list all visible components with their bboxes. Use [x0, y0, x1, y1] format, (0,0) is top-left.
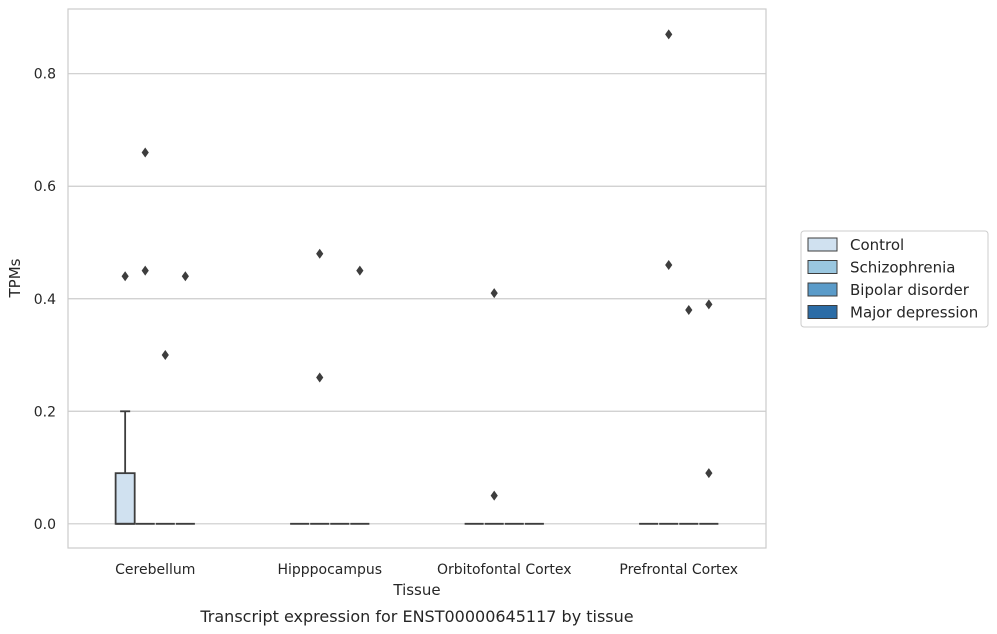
outlier-point	[490, 288, 498, 299]
legend-label: Bipolar disorder	[850, 281, 970, 299]
outlier-point	[356, 265, 364, 276]
legend-label: Control	[850, 236, 904, 254]
y-axis-title: TPMs	[6, 258, 24, 298]
outlier-point	[141, 147, 149, 158]
outlier-point	[665, 259, 673, 270]
outlier-point	[490, 490, 498, 501]
gridlines	[68, 73, 766, 525]
legend-swatch	[807, 282, 838, 297]
legend-label: Schizophrenia	[850, 259, 955, 277]
outlier-point	[665, 29, 673, 40]
boxes	[114, 410, 719, 525]
x-tick-label: Cerebellum	[115, 562, 195, 578]
outlier-point	[705, 468, 713, 479]
chart-caption: Transcript expression for ENST0000064511…	[199, 607, 633, 626]
outliers	[121, 29, 713, 501]
legend-swatch	[807, 237, 838, 252]
y-tick-label: 0.2	[34, 404, 56, 420]
x-axis-title: Tissue	[392, 581, 440, 599]
outlier-point	[316, 372, 324, 383]
outlier-point	[685, 305, 693, 316]
legend-swatch	[807, 260, 838, 274]
box-control	[114, 410, 136, 525]
y-tick-label: 0.0	[34, 517, 56, 533]
plot-frame	[67, 8, 767, 549]
x-tick-label: Hipppocampus	[277, 562, 382, 578]
x-tick-label: Orbitofontal Cortex	[437, 562, 572, 578]
x-tick-labels: Cerebellum Hipppocampus Orbitofontal Corte…	[115, 562, 738, 578]
outlier-point	[161, 350, 169, 361]
legend-swatch	[807, 305, 838, 319]
box-body	[114, 472, 136, 525]
y-tick-label: 0.4	[34, 292, 56, 308]
outlier-point	[705, 299, 713, 310]
y-tick-labels: 0.0 0.2 0.4 0.6 0.8	[34, 67, 56, 533]
outlier-point	[121, 271, 129, 282]
y-tick-label: 0.6	[34, 179, 56, 195]
outlier-point	[141, 265, 149, 276]
outlier-point	[316, 248, 324, 259]
outlier-point	[181, 271, 189, 282]
legend-frame	[800, 230, 989, 328]
x-tick-label: Prefrontal Cortex	[619, 562, 738, 578]
y-tick-label: 0.8	[34, 67, 56, 83]
legend: Control Schizophrenia Bipolar disorder Majo…	[800, 230, 989, 328]
legend-label: Major depression	[850, 304, 978, 322]
